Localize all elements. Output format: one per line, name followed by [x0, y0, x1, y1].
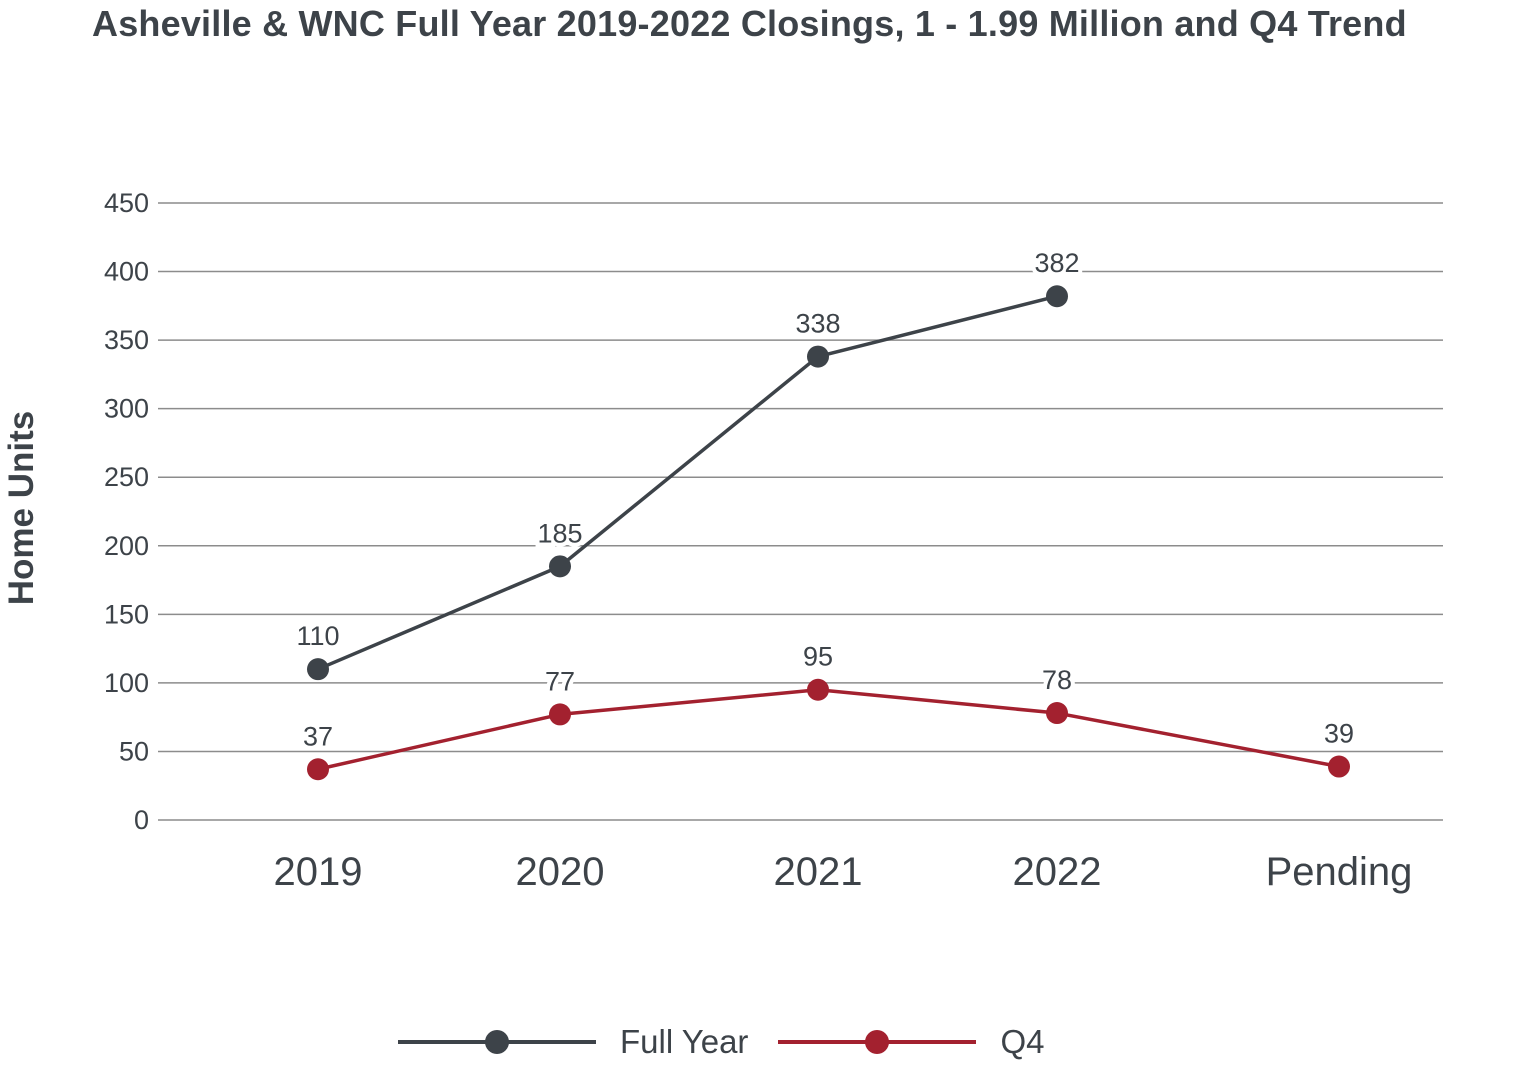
legend-label-q4: Q4 — [1000, 1023, 1045, 1060]
data-point — [307, 758, 329, 781]
y-tick-label: 100 — [104, 668, 149, 698]
data-point — [549, 703, 571, 726]
x-tick-label: 2021 — [774, 850, 863, 894]
legend-swatch-q4 — [778, 1030, 977, 1054]
legend-label-full-year: Full Year — [620, 1023, 749, 1060]
y-tick-label: 200 — [104, 531, 149, 561]
y-axis-ticks: 0 50 100 150 200 250 300 350 400 450 — [104, 188, 149, 835]
x-tick-label: Pending — [1266, 850, 1413, 894]
y-tick-label: 450 — [104, 188, 149, 218]
y-tick-label: 400 — [104, 257, 149, 287]
legend-item-full-year: Full Year — [398, 1023, 748, 1061]
chart-title: Asheville & WNC Full Year 2019-2022 Clos… — [92, 3, 1407, 44]
legend-dot — [865, 1030, 890, 1054]
data-point — [1046, 285, 1068, 308]
data-label: 77 — [545, 666, 575, 696]
series-line-q4 — [317, 687, 1340, 771]
gridlines — [158, 202, 1443, 821]
x-axis-ticks: 2019 2020 2021 2022 Pending — [274, 850, 1413, 894]
data-point — [549, 555, 571, 578]
x-tick-label: 2022 — [1013, 850, 1102, 894]
data-label: 185 — [537, 518, 582, 548]
data-point — [807, 345, 829, 368]
y-tick-label: 350 — [104, 325, 149, 355]
y-tick-label: 0 — [134, 805, 149, 835]
legend: Full Year Q4 — [398, 1020, 1074, 1064]
x-tick-label: 2019 — [274, 850, 363, 894]
data-label: 37 — [303, 721, 333, 751]
legend-item-q4: Q4 — [778, 1023, 1044, 1061]
series-group: 110 185 338 382 37 77 95 78 39 — [292, 244, 1358, 781]
y-tick-label: 250 — [104, 462, 149, 492]
data-label: 39 — [1324, 719, 1354, 749]
data-point — [1328, 755, 1350, 778]
data-label: 78 — [1042, 665, 1072, 695]
data-point — [1046, 702, 1068, 725]
data-label: 382 — [1034, 248, 1079, 278]
x-tick-label: 2020 — [516, 850, 605, 894]
y-tick-label: 150 — [104, 599, 149, 629]
data-label: 338 — [795, 309, 840, 339]
data-label: 110 — [296, 621, 339, 651]
y-tick-label: 300 — [104, 394, 149, 424]
data-point — [307, 658, 329, 681]
series-line-full-year — [317, 294, 1058, 671]
data-point — [807, 678, 829, 701]
legend-dot — [485, 1030, 509, 1054]
legend-swatch-full-year — [398, 1030, 596, 1054]
data-label: 95 — [803, 642, 833, 672]
y-tick-label: 50 — [119, 736, 149, 766]
